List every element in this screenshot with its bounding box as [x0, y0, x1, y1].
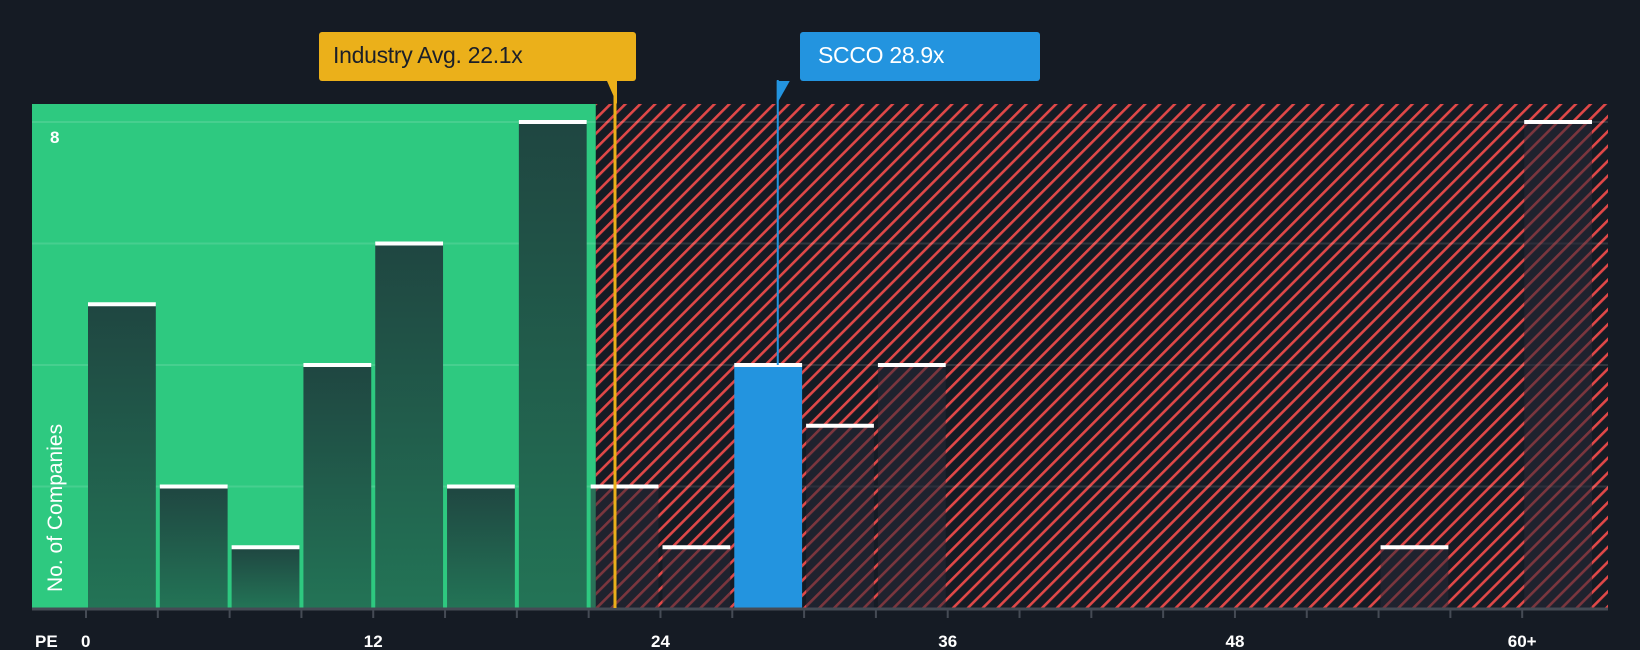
bar-cap [590, 484, 659, 489]
bar-cap [88, 302, 156, 307]
y-axis-label: No. of Companies [44, 424, 67, 592]
industry-avg-callout: Industry Avg. 22.1x [319, 32, 636, 81]
histogram-bar [518, 122, 587, 608]
histogram-bar [159, 486, 228, 608]
bar-cap [806, 423, 874, 428]
bar-cap [159, 484, 228, 489]
x-tick-label: 36 [938, 632, 957, 650]
x-axis-title: PE [35, 632, 58, 650]
histogram-bar [662, 547, 731, 608]
bar-cap [231, 545, 300, 550]
x-tick-label: 48 [1225, 632, 1244, 650]
histogram-bars [88, 120, 1592, 608]
markers [606, 80, 790, 608]
x-tick-label: 60+ [1508, 632, 1537, 650]
bar-cap [662, 545, 731, 550]
bar-cap [375, 241, 444, 246]
histogram-bar [1380, 547, 1449, 608]
histogram-bar [231, 547, 300, 608]
x-tick-label: 24 [651, 632, 670, 650]
bar-cap [303, 363, 372, 367]
bar-cap [734, 363, 803, 367]
bar-cap [877, 363, 946, 367]
histogram-bar [877, 365, 946, 608]
histogram-bar [88, 304, 156, 608]
x-tick-label: 12 [364, 632, 383, 650]
histogram-bar [303, 365, 372, 608]
histogram-bar [447, 486, 515, 608]
bar-cap [1380, 545, 1449, 550]
industry-avg-label: Industry Avg. 22.1x [333, 42, 523, 68]
company-pe-label: SCCO 28.9x [818, 42, 945, 68]
y-tick-label: 8 [50, 128, 59, 147]
histogram-bar [375, 243, 444, 608]
x-tick-label: 0 [81, 632, 90, 650]
histogram-bar [590, 486, 659, 608]
x-axis: 0 12 24 36 48 60+ [32, 607, 1608, 650]
bar-cap [1524, 120, 1592, 124]
histogram-bar [734, 365, 803, 608]
company-pe-callout: SCCO 28.9x [800, 32, 1040, 81]
bar-cap [518, 120, 587, 124]
bar-cap [447, 484, 515, 489]
histogram-bar [806, 425, 874, 608]
histogram-bar [1524, 122, 1592, 608]
